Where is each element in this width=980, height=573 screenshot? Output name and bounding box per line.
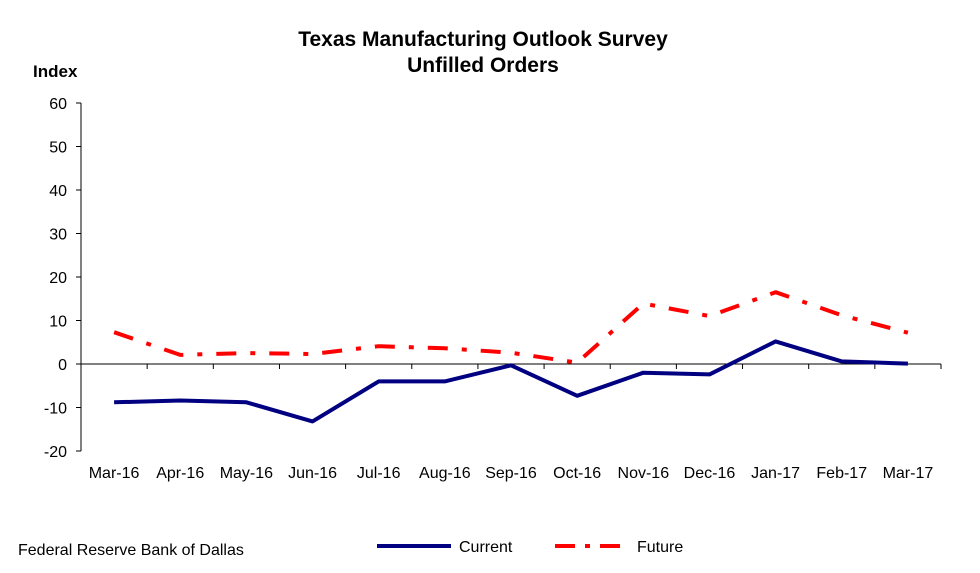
y-tick-label: 0 bbox=[58, 357, 67, 374]
y-tick-label: 10 bbox=[49, 314, 67, 331]
series-line-current bbox=[114, 339, 908, 424]
x-tick-label: Sep-16 bbox=[485, 465, 537, 482]
x-tick-label: Jul-16 bbox=[357, 465, 401, 482]
x-tick-label: Mar-17 bbox=[883, 465, 934, 482]
x-tick-label: Mar-16 bbox=[89, 465, 140, 482]
x-tick-label: Apr-16 bbox=[156, 465, 204, 482]
y-tick-label: -10 bbox=[44, 401, 67, 418]
y-tick-label: 50 bbox=[49, 140, 67, 157]
chart-title-line-2: Unfilled Orders bbox=[407, 54, 559, 77]
x-tick-label: Nov-16 bbox=[618, 465, 670, 482]
y-tick-label: 40 bbox=[49, 183, 67, 200]
chart-title-line-1: Texas Manufacturing Outlook Survey bbox=[298, 28, 668, 51]
x-tick-label: Jun-16 bbox=[288, 465, 337, 482]
x-tick-label: Jan-17 bbox=[751, 465, 800, 482]
y-axis-label: Index bbox=[33, 62, 78, 81]
y-tick-label: 20 bbox=[49, 270, 67, 287]
x-tick-label: Oct-16 bbox=[553, 465, 601, 482]
y-tick-label: -20 bbox=[44, 444, 67, 461]
legend-label: Current bbox=[459, 539, 513, 556]
x-tick-label: Aug-16 bbox=[419, 465, 471, 482]
x-tick-label: Dec-16 bbox=[684, 465, 736, 482]
series-line-future bbox=[113, 290, 909, 365]
x-tick-label: Feb-17 bbox=[816, 465, 867, 482]
legend-label: Future bbox=[637, 539, 683, 556]
source-note: Federal Reserve Bank of Dallas bbox=[18, 542, 244, 559]
y-tick-label: 60 bbox=[49, 96, 67, 113]
y-tick-label: 30 bbox=[49, 227, 67, 244]
x-tick-label: May-16 bbox=[220, 465, 273, 482]
